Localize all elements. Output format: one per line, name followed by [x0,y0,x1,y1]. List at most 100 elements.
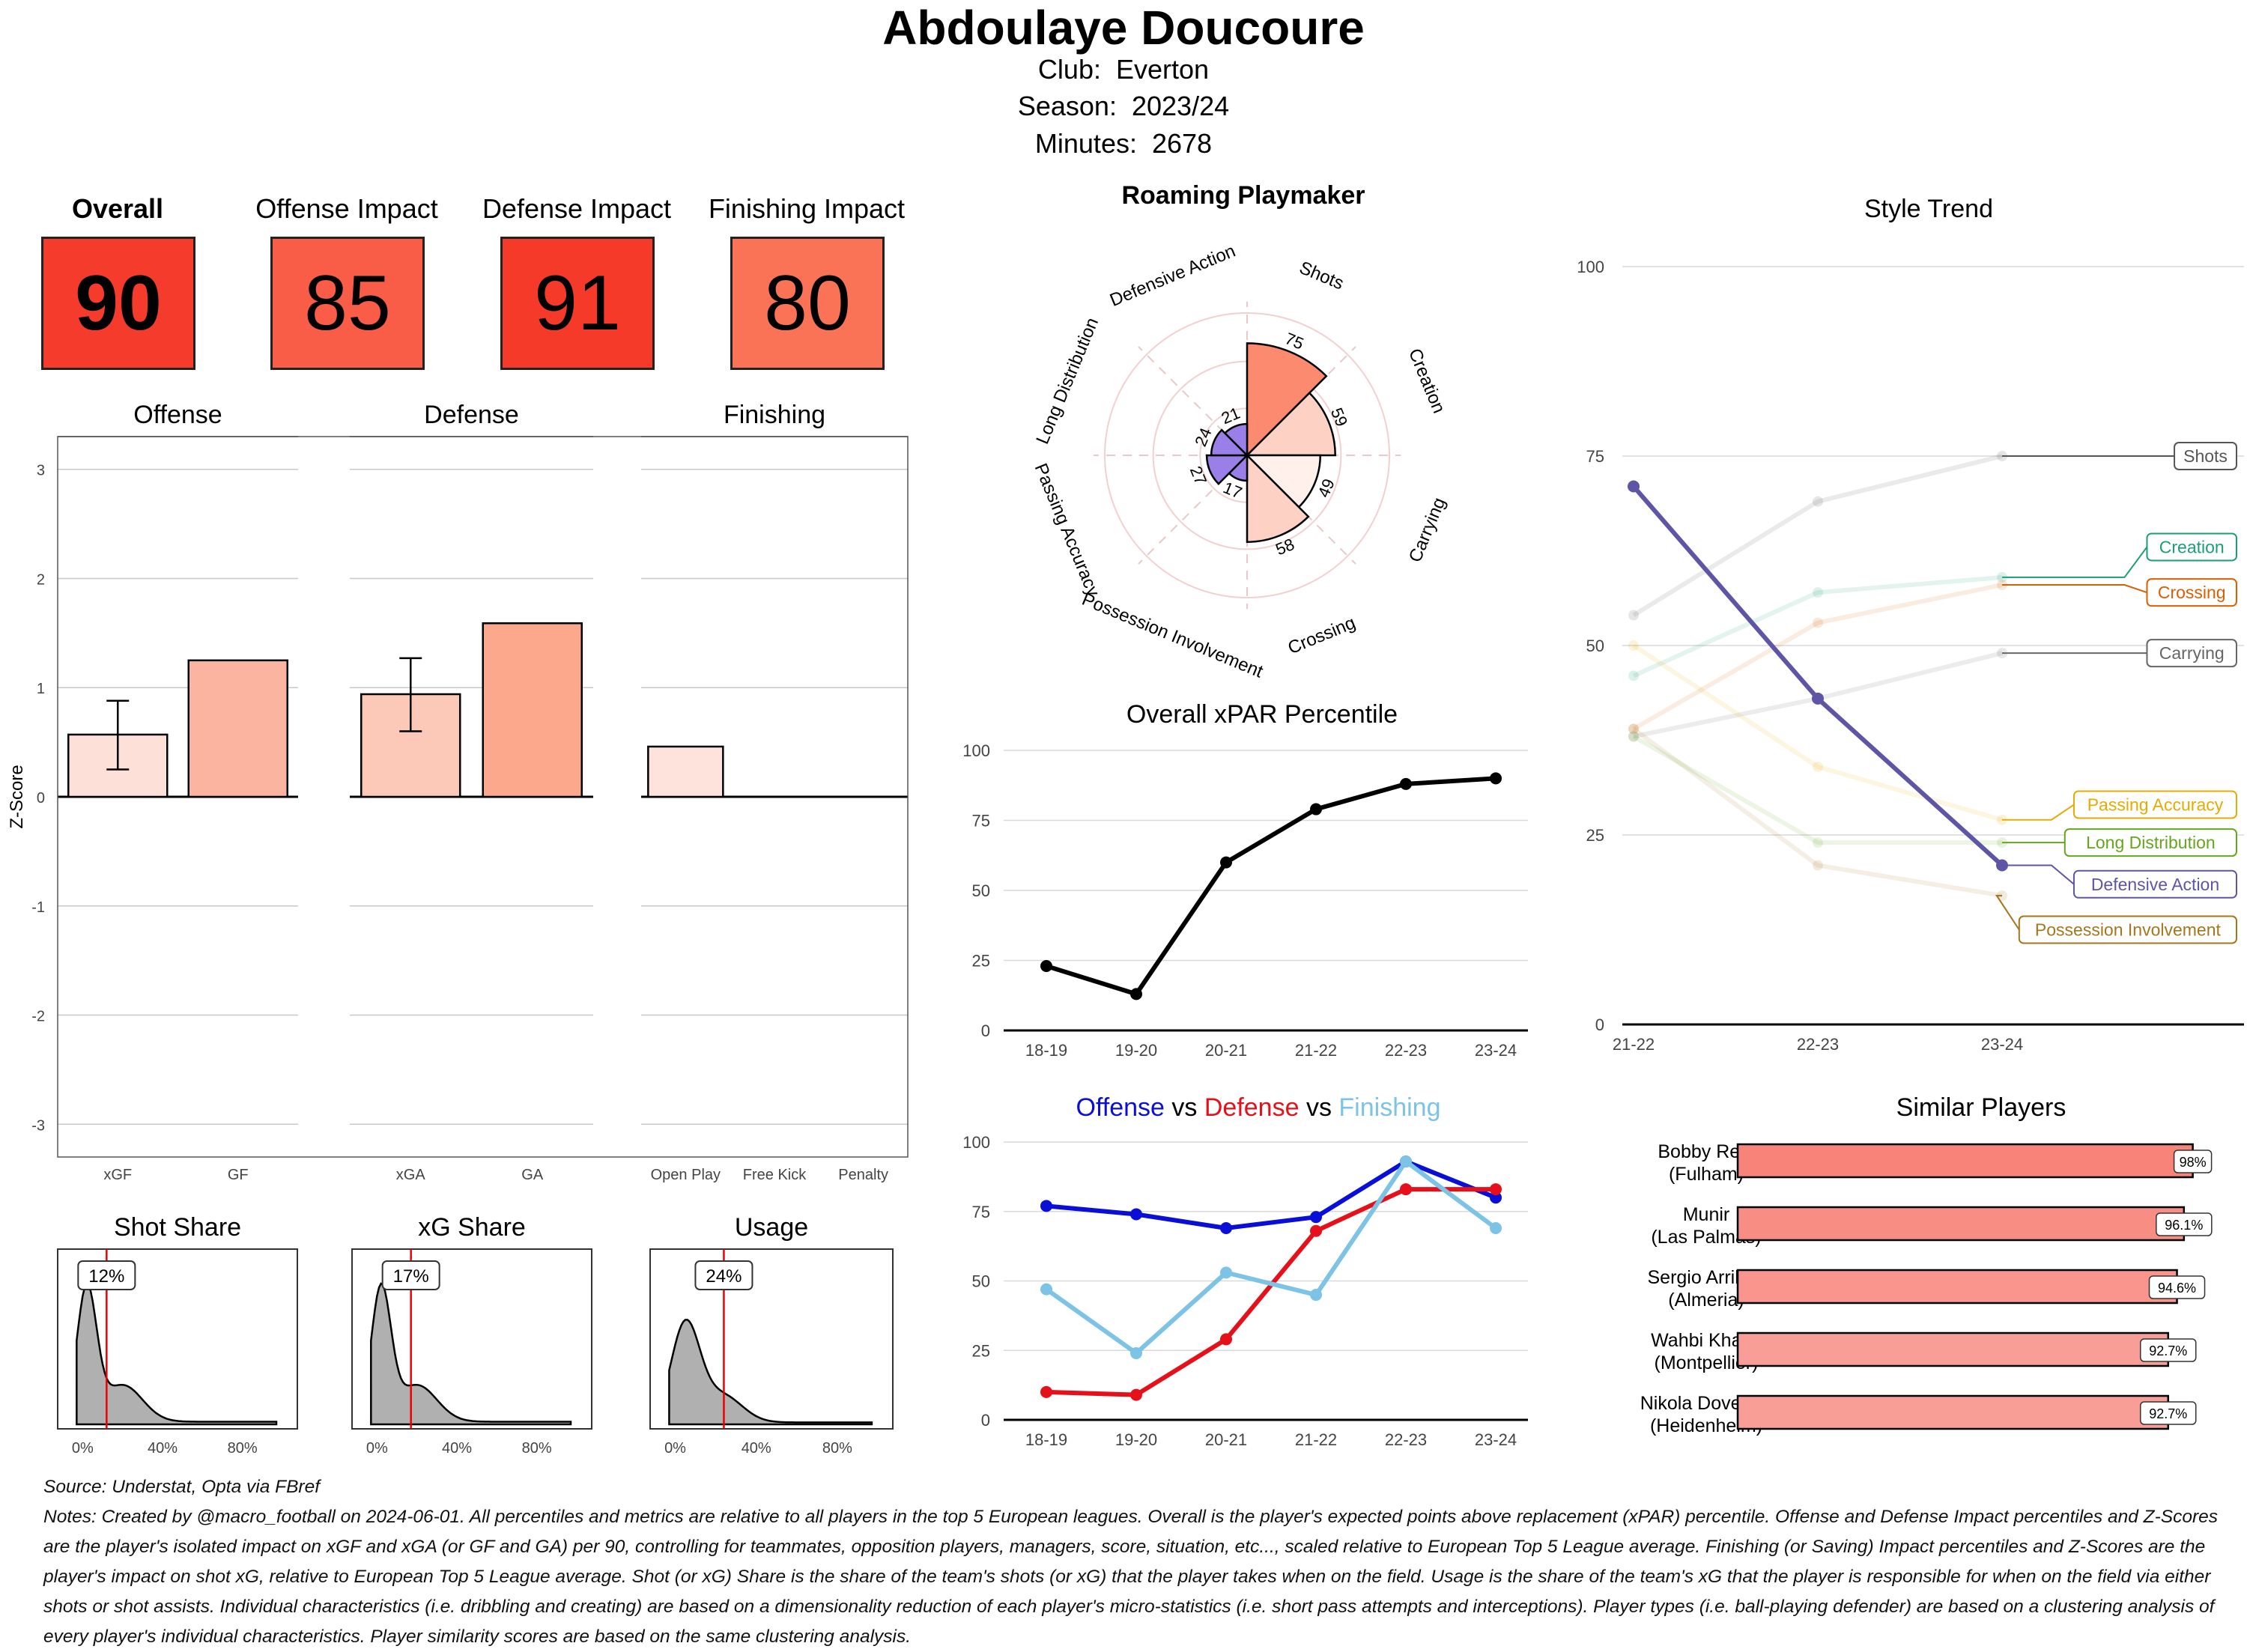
kpi-finishing-box: 80 [730,237,885,370]
style-tick-label: 25 [1586,826,1604,845]
density-area [668,1319,873,1426]
radar-value-label: 17 [1221,478,1245,502]
zscore-tick-label: 2 [37,571,45,588]
style-point [1813,860,1823,871]
kpi-defense-box: 91 [500,237,655,370]
line-category-label: 20-21 [1205,1041,1247,1060]
style-series-label: Shots [2183,446,2228,466]
ovd-point [1220,1333,1232,1346]
season-line: Season: 2023/24 [0,91,2247,122]
style-label-connector [2002,584,2147,594]
style-series-label: Creation [2159,537,2225,556]
ovd-point [1310,1289,1322,1302]
zscore-category-label: xGA [396,1167,426,1183]
share-tick-label: 40% [442,1440,472,1457]
radar-category-label: Possession Involvement [1079,589,1267,681]
style-label-box [2146,578,2237,607]
radar-category-label: Passing Accuracy [1031,461,1103,599]
share-tick-label: 0% [366,1440,388,1457]
ovd-point [1130,1346,1142,1359]
style-label-box [2146,639,2237,668]
style-label-connector [2002,546,2148,578]
style-series-label: Defensive Action [2091,875,2219,894]
line-category-label: 23-24 [1475,1041,1517,1060]
club-value: Everton [1115,54,1210,85]
style-label-box [2174,442,2237,470]
season-label: Season: [1017,91,1117,121]
radar-title: Roaming Playmaker [1121,181,1365,210]
similar-title: Similar Players [1896,1093,2066,1122]
xpar-line-chart: Overall xPAR Percentile 0 25 50 75 100 18-19 19… [962,700,1528,1060]
ovd-point [1310,1224,1322,1237]
line-category-label: 22-23 [1385,1041,1427,1060]
style-point [1812,692,1824,705]
minutes-label: Minutes: [1034,128,1137,159]
radar-category-label: Carrying [1405,495,1450,565]
style-series-label: Carrying [2159,643,2225,663]
line-tick-label: 50 [972,1272,990,1291]
share-tick-label: 40% [148,1440,178,1457]
xpar-point [1490,772,1502,785]
style-line-highlight [1631,485,2004,867]
line-category-label: 23-24 [1475,1430,1517,1449]
similar-value-label: 92.7% [2149,1343,2187,1358]
ovd-line-defense [1046,1187,1496,1397]
similar-value-label: 94.6% [2158,1281,2196,1296]
density-area [370,1282,572,1426]
ovd-point [1130,1388,1142,1401]
kpi-overall-label: Overall [71,193,164,224]
radar-wedge [1223,422,1249,458]
share-density-charts: Shot Share 12% 0% 40% 80% xG Share 17% 0% 40% 80%… [57,1213,894,1457]
style-point [1628,640,1639,651]
player-name: Abdoulaye Doucoure [882,1,1365,55]
style-label-box [2063,828,2238,857]
style-line [1632,454,2003,618]
club-label: Club: [1037,54,1101,85]
line-tick-label: 0 [981,1411,990,1430]
zscore-frame [57,436,909,1158]
share-panel-title: xG Share [418,1213,526,1242]
season-value: 2023/24 [1131,91,1230,121]
style-tick-label: 75 [1586,447,1604,466]
line-category-label: 18-19 [1025,1430,1067,1449]
radar-wedge [1244,392,1336,457]
similar-player-name: (Fulham) [1669,1164,1744,1185]
line-tick-label: 0 [981,1021,990,1040]
style-series-label: Possession Involvement [2035,920,2222,940]
style-label-box [2018,915,2237,944]
share-tick-label: 40% [742,1440,771,1457]
similar-value-badge [2156,1212,2213,1236]
radar-value-label: 49 [1314,476,1338,500]
style-label-connector [2002,864,2075,885]
zscore-category-label: GF [228,1167,249,1183]
zscore-bar [482,622,583,798]
style-line [1632,726,2003,898]
ovd-point [1400,1155,1412,1167]
xpar-line [1046,776,1497,997]
kpi-offense-label: Offense Impact [255,193,438,224]
xpar-point [1400,777,1412,790]
share-value-badge [381,1260,440,1290]
style-series-label: Crossing [2158,583,2226,602]
similar-value-badge [2139,1338,2197,1362]
line-tick-label: 100 [962,741,990,760]
similar-player-name: Munir [1683,1204,1730,1225]
ovd-title-part: Finishing [1332,1093,1441,1122]
zscore-category-label: GA [521,1167,544,1183]
style-line [1632,583,2003,731]
line-category-label: 19-20 [1115,1041,1157,1060]
zscore-tick-label: -3 [31,1117,45,1134]
share-value-label: 17% [393,1266,429,1287]
ovd-line-offense [1046,1158,1497,1231]
style-category-label: 22-23 [1797,1035,1839,1054]
radar-category-label: Crossing [1285,613,1359,658]
style-label-connector [2002,804,2075,821]
ovd-line-finishing [1045,1158,1497,1355]
line-tick-label: 25 [972,1341,990,1360]
similar-bar [1736,1206,2186,1242]
style-point [1813,837,1823,848]
ovd-title-part: vs [1165,1093,1197,1122]
ovd-point [1040,1283,1052,1296]
radar-ring [1104,312,1390,598]
xpar-title: Overall xPAR Percentile [1126,700,1398,729]
